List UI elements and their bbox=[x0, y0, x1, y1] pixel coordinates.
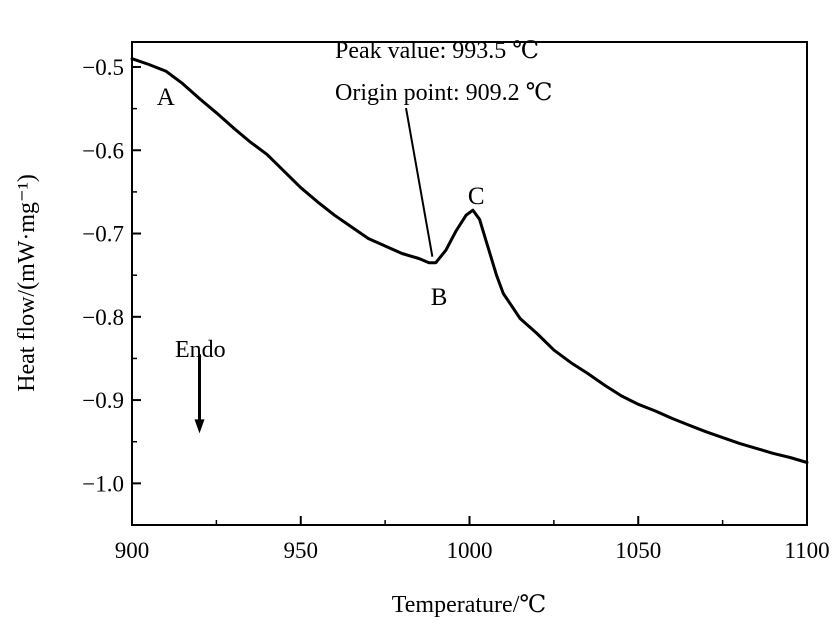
x-tick-label: 1100 bbox=[784, 538, 829, 563]
annotation-leader-line bbox=[405, 107, 434, 257]
point-label-c: C bbox=[468, 183, 485, 210]
heat-flow-curve bbox=[130, 57, 809, 464]
plot-frame bbox=[131, 41, 808, 526]
point-labels: A B C bbox=[157, 84, 485, 311]
endo-arrow-head bbox=[194, 419, 205, 434]
x-axis-title: Temperature/℃ bbox=[392, 592, 546, 618]
x-axis-ticks: 900 950 1000 1050 1100 bbox=[115, 516, 830, 563]
x-tick-label: 1000 bbox=[447, 538, 493, 563]
y-tick-label: −0.6 bbox=[82, 138, 124, 163]
y-tick-label: −0.9 bbox=[82, 388, 124, 413]
y-axis-title: Heat flow/(mW·mg⁻¹) bbox=[14, 174, 40, 392]
y-tick-label: −0.7 bbox=[82, 222, 124, 247]
y-tick-label: −1.0 bbox=[82, 471, 124, 496]
x-tick-label: 950 bbox=[284, 538, 319, 563]
endo-label: Endo bbox=[175, 337, 226, 363]
peak-value-annotation: Peak value: 993.5 ℃ bbox=[335, 38, 539, 64]
y-tick-label: −0.5 bbox=[82, 55, 124, 80]
origin-point-annotation: Origin point: 909.2 ℃ bbox=[335, 80, 553, 106]
y-tick-label: −0.8 bbox=[82, 305, 124, 330]
x-tick-label: 900 bbox=[115, 538, 150, 563]
point-label-b: B bbox=[431, 284, 448, 311]
point-label-a: A bbox=[157, 84, 175, 111]
y-axis-ticks: −0.5 −0.6 −0.7 −0.8 −0.9 −1.0 bbox=[82, 55, 141, 496]
x-tick-label: 1050 bbox=[615, 538, 661, 563]
